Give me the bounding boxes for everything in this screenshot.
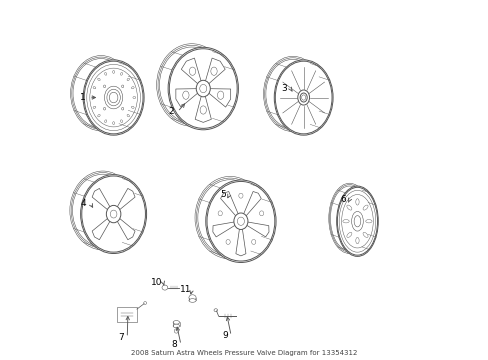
Ellipse shape (112, 71, 114, 73)
Ellipse shape (93, 106, 96, 108)
Polygon shape (206, 89, 230, 107)
Ellipse shape (225, 239, 230, 244)
Ellipse shape (81, 175, 146, 253)
Text: 6: 6 (340, 195, 346, 204)
Ellipse shape (122, 85, 123, 87)
Polygon shape (176, 89, 200, 107)
Ellipse shape (131, 106, 134, 108)
Text: 4: 4 (81, 199, 86, 208)
Polygon shape (204, 58, 225, 86)
Ellipse shape (275, 61, 331, 134)
Ellipse shape (362, 205, 367, 210)
Ellipse shape (131, 87, 134, 89)
Ellipse shape (218, 211, 222, 216)
Ellipse shape (98, 114, 100, 117)
Ellipse shape (210, 67, 217, 75)
Ellipse shape (93, 87, 96, 89)
Ellipse shape (183, 91, 189, 99)
Ellipse shape (173, 320, 179, 324)
Ellipse shape (238, 193, 243, 198)
Text: 5: 5 (220, 190, 225, 199)
Polygon shape (115, 188, 135, 212)
Ellipse shape (337, 187, 377, 255)
Text: 1: 1 (80, 93, 86, 102)
Polygon shape (92, 216, 111, 240)
Polygon shape (220, 192, 239, 218)
Polygon shape (115, 216, 135, 240)
Polygon shape (244, 221, 268, 237)
Text: 8: 8 (171, 341, 177, 350)
Text: 7: 7 (118, 333, 123, 342)
Ellipse shape (233, 213, 247, 229)
Ellipse shape (98, 78, 100, 81)
Text: 3: 3 (281, 84, 286, 93)
Ellipse shape (188, 299, 196, 302)
Text: 2008 Saturn Astra Wheels Pressure Valve Diagram for 13354312: 2008 Saturn Astra Wheels Pressure Valve … (131, 350, 357, 356)
Ellipse shape (106, 206, 121, 223)
Ellipse shape (81, 176, 145, 252)
Ellipse shape (336, 186, 378, 256)
Ellipse shape (120, 120, 122, 122)
Ellipse shape (362, 233, 367, 238)
Ellipse shape (133, 96, 136, 99)
Text: 10: 10 (151, 278, 162, 287)
Ellipse shape (174, 329, 178, 333)
Ellipse shape (104, 120, 106, 122)
Ellipse shape (200, 106, 206, 114)
Ellipse shape (122, 107, 123, 110)
Ellipse shape (365, 220, 371, 223)
Ellipse shape (346, 205, 351, 210)
Ellipse shape (173, 324, 179, 328)
Text: 9: 9 (222, 332, 227, 341)
Ellipse shape (188, 295, 196, 301)
Ellipse shape (162, 285, 167, 290)
Ellipse shape (84, 61, 142, 134)
Ellipse shape (103, 107, 105, 110)
Ellipse shape (251, 239, 255, 244)
Ellipse shape (355, 199, 358, 205)
Text: 2: 2 (168, 107, 173, 116)
Ellipse shape (120, 72, 122, 75)
Text: 11: 11 (179, 285, 191, 294)
Ellipse shape (355, 237, 358, 244)
Ellipse shape (83, 60, 144, 135)
Ellipse shape (143, 302, 146, 305)
Ellipse shape (259, 211, 263, 216)
Ellipse shape (196, 80, 210, 97)
Ellipse shape (112, 122, 114, 125)
Polygon shape (242, 192, 261, 218)
Ellipse shape (169, 49, 237, 129)
Ellipse shape (189, 67, 195, 75)
Ellipse shape (103, 85, 105, 87)
Polygon shape (181, 58, 202, 86)
Ellipse shape (346, 233, 351, 238)
Ellipse shape (342, 220, 348, 223)
Polygon shape (235, 226, 245, 256)
Ellipse shape (104, 72, 106, 75)
Polygon shape (195, 93, 211, 122)
Polygon shape (92, 188, 111, 212)
Ellipse shape (205, 180, 276, 262)
Polygon shape (212, 221, 237, 237)
Polygon shape (117, 307, 137, 321)
Ellipse shape (168, 47, 238, 130)
Ellipse shape (214, 309, 217, 312)
Ellipse shape (127, 78, 129, 81)
Ellipse shape (351, 211, 363, 231)
Ellipse shape (206, 181, 274, 261)
Ellipse shape (127, 114, 129, 117)
Ellipse shape (297, 90, 309, 105)
Ellipse shape (91, 96, 94, 99)
Ellipse shape (217, 91, 224, 99)
Ellipse shape (274, 60, 332, 135)
